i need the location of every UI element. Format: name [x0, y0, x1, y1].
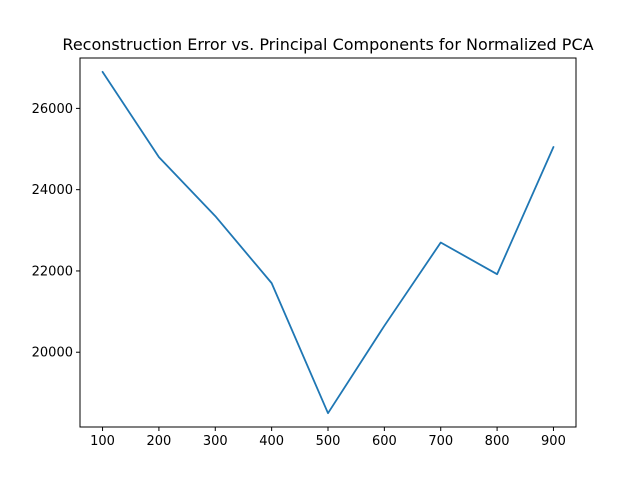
- y-tick-label: 24000: [32, 183, 73, 198]
- x-tick-label: 400: [259, 434, 284, 449]
- y-tick-label: 20000: [32, 346, 73, 361]
- plot-area: [101, 70, 555, 415]
- x-tick-label: 500: [316, 434, 341, 449]
- y-tick-label: 26000: [32, 102, 73, 117]
- series-line-0: [101, 70, 555, 415]
- chart-title: Reconstruction Error vs. Principal Compo…: [62, 35, 593, 54]
- x-tick-label: 100: [90, 434, 115, 449]
- x-tick-label: 200: [146, 434, 171, 449]
- x-tick-label: 300: [203, 434, 228, 449]
- x-tick-label: 800: [485, 434, 510, 449]
- x-axis: 100 200 300 400 500 600 700 800 900: [90, 427, 566, 449]
- x-tick-label: 700: [428, 434, 453, 449]
- x-tick-label: 600: [372, 434, 397, 449]
- y-axis: 20000 22000 24000 26000: [32, 102, 80, 361]
- axes-frame: [79, 57, 577, 428]
- y-tick-label: 22000: [32, 264, 73, 279]
- x-tick-label: 900: [541, 434, 566, 449]
